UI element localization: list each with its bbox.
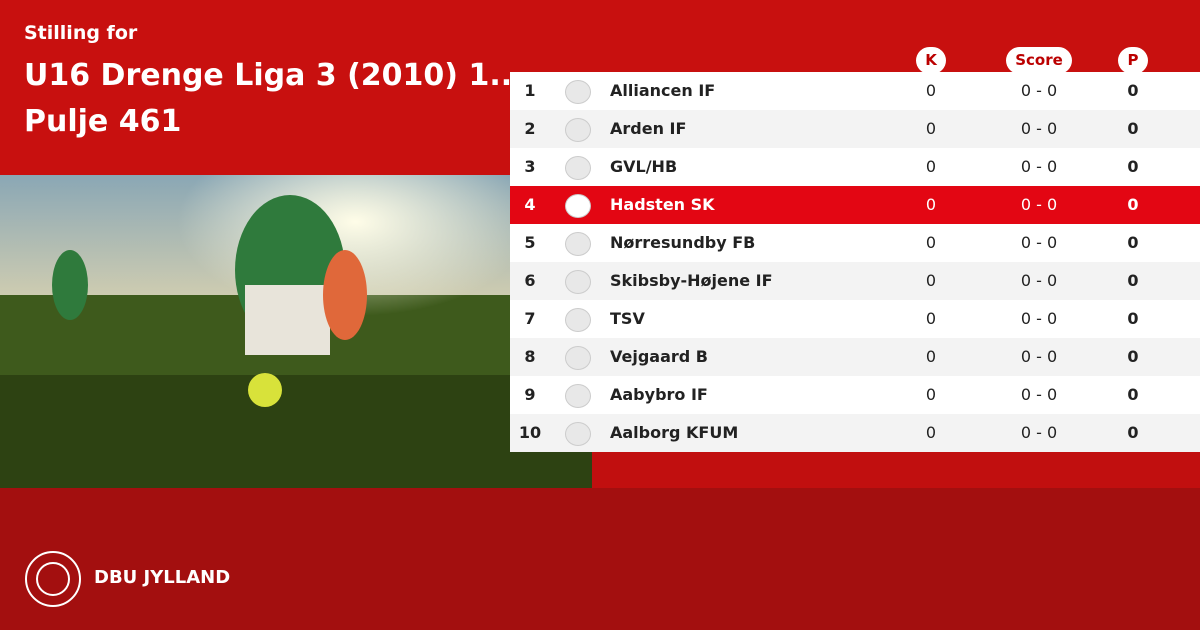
table-row: 9 Aabybro IF 0 0 - 0 0 [510, 376, 1200, 414]
points: 0 [1127, 119, 1139, 138]
points: 0 [1127, 423, 1139, 442]
team-logo [565, 194, 591, 218]
table-row: 5 Nørresundby FB 0 0 - 0 0 [510, 224, 1200, 262]
team: Vejgaard B [610, 347, 708, 366]
score: 0 - 0 [1020, 195, 1058, 214]
table-row: 6 Skibsby-Højene IF 0 0 - 0 0 [510, 262, 1200, 300]
rank: 7 [524, 309, 536, 328]
k: 0 [925, 385, 937, 404]
team: Skibsby-Højene IF [610, 271, 773, 290]
team: Aalborg KFUM [610, 423, 739, 442]
team-logo [565, 422, 591, 446]
points: 0 [1127, 157, 1139, 176]
k: 0 [925, 309, 937, 328]
team: Hadsten SK [610, 195, 715, 214]
photo [0, 175, 592, 488]
table-row: 3 GVL/HB 0 0 - 0 0 [510, 148, 1200, 186]
rank: 10 [518, 423, 542, 442]
team-logo [565, 270, 591, 294]
points: 0 [1127, 271, 1139, 290]
team-logo [565, 384, 591, 408]
score: 0 - 0 [1020, 157, 1058, 176]
team-logo [565, 80, 591, 104]
table-row: 10 Aalborg KFUM 0 0 - 0 0 [510, 414, 1200, 452]
score: 0 - 0 [1020, 423, 1058, 442]
rank: 5 [524, 233, 536, 252]
team: Alliancen IF [610, 81, 716, 100]
title: U16 Drenge Liga 3 (2010) 1.. [24, 58, 513, 93]
team: Nørresundby FB [610, 233, 756, 252]
score: 0 - 0 [1020, 347, 1058, 366]
score: 0 - 0 [1020, 385, 1058, 404]
rank: 8 [524, 347, 536, 366]
score: 0 - 0 [1020, 271, 1058, 290]
score: 0 - 0 [1020, 309, 1058, 328]
team-logo [565, 346, 591, 370]
score: 0 - 0 [1020, 119, 1058, 138]
column-header: Score [1006, 47, 1072, 74]
rank: 1 [524, 81, 536, 100]
score: 0 - 0 [1020, 81, 1058, 100]
points: 0 [1127, 385, 1139, 404]
team: TSV [610, 309, 645, 328]
kicker: Stilling for [24, 22, 138, 44]
k: 0 [925, 81, 937, 100]
rank: 9 [524, 385, 536, 404]
k: 0 [925, 119, 937, 138]
table-row: 8 Vejgaard B 0 0 - 0 0 [510, 338, 1200, 376]
k: 0 [925, 347, 937, 366]
k: 0 [925, 233, 937, 252]
points: 0 [1127, 233, 1139, 252]
rank: 4 [524, 195, 536, 214]
points: 0 [1127, 81, 1139, 100]
column-header: K [916, 47, 946, 74]
team-logo [565, 156, 591, 180]
table-row: 1 Alliancen IF 0 0 - 0 0 [510, 72, 1200, 110]
k: 0 [925, 423, 937, 442]
team: GVL/HB [610, 157, 678, 176]
points: 0 [1127, 195, 1139, 214]
points: 0 [1127, 347, 1139, 366]
k: 0 [925, 157, 937, 176]
k: 0 [925, 271, 937, 290]
points: 0 [1127, 309, 1139, 328]
team-logo [565, 118, 591, 142]
column-header: P [1118, 47, 1148, 74]
k: 0 [925, 195, 937, 214]
brand: DBU JYLLAND [94, 567, 231, 588]
team-logo [565, 232, 591, 256]
team-logo [565, 308, 591, 332]
title: Pulje 461 [24, 104, 182, 139]
team: Arden IF [610, 119, 687, 138]
rank: 3 [524, 157, 536, 176]
rank: 2 [524, 119, 536, 138]
team: Aabybro IF [610, 385, 708, 404]
rank: 6 [524, 271, 536, 290]
logo [25, 551, 81, 607]
table-row: 4 Hadsten SK 0 0 - 0 0 [510, 186, 1200, 224]
score: 0 - 0 [1020, 233, 1058, 252]
table-row: 2 Arden IF 0 0 - 0 0 [510, 110, 1200, 148]
table-row: 7 TSV 0 0 - 0 0 [510, 300, 1200, 338]
